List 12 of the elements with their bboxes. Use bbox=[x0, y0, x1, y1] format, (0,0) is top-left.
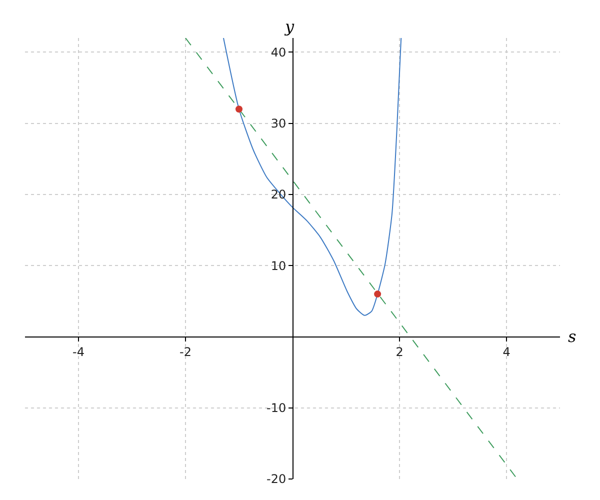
line-series bbox=[222, 38, 402, 316]
x-tick-label: 4 bbox=[502, 345, 510, 360]
x-tick-label: 2 bbox=[396, 345, 404, 360]
y-axis-title: y bbox=[284, 17, 295, 36]
y-tick-label: 40 bbox=[270, 45, 286, 60]
y-tick-label: -10 bbox=[266, 401, 286, 416]
y-tick-label: 30 bbox=[270, 116, 286, 131]
x-tick-label: -2 bbox=[180, 345, 192, 360]
y-tick-label: -20 bbox=[266, 472, 286, 486]
x-tick-label: -4 bbox=[72, 345, 84, 360]
x-axis-title: s bbox=[568, 327, 576, 346]
y-tick-label: 10 bbox=[270, 258, 286, 273]
